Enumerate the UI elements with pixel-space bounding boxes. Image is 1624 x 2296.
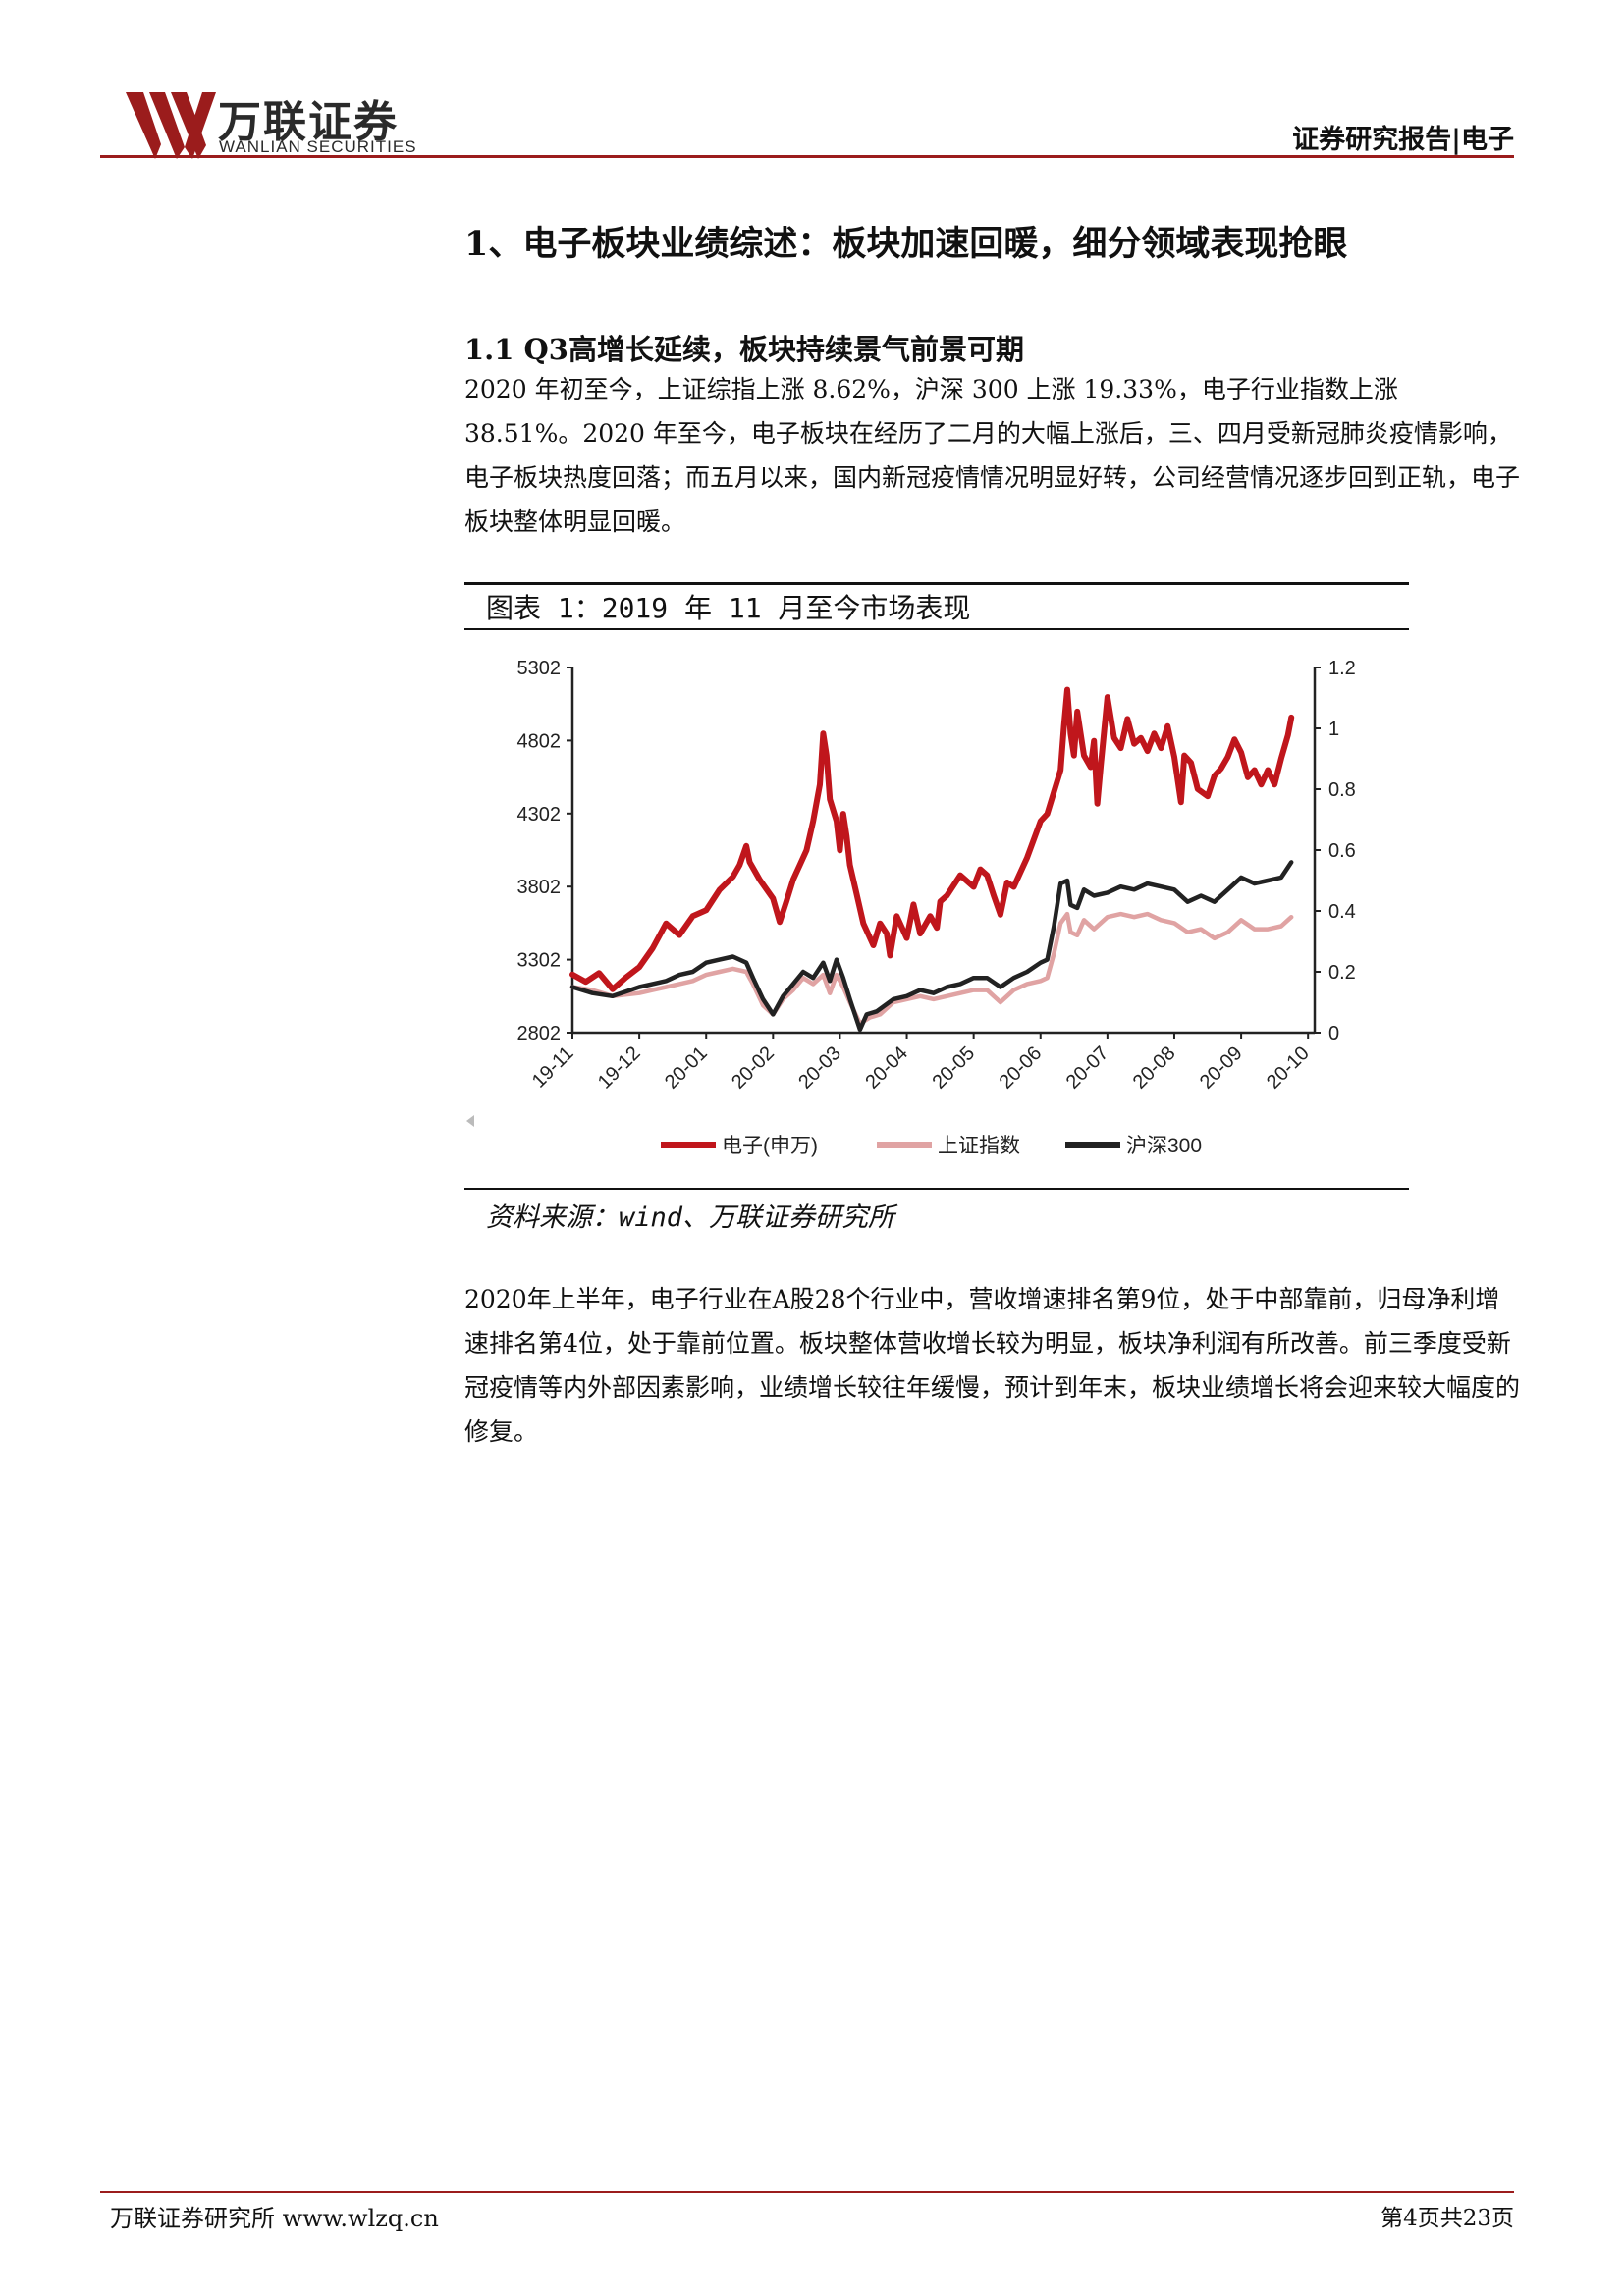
- legend-label: 上证指数: [938, 1135, 1020, 1157]
- y-left-tick-label: 3302: [517, 950, 562, 972]
- header-divider: [100, 155, 1514, 158]
- y-left-tick-label: 2802: [517, 1023, 562, 1044]
- x-tick-label: 20-10: [1263, 1042, 1314, 1094]
- series-line-2: [569, 860, 1294, 1033]
- figure-top-rule: [464, 582, 1409, 585]
- x-tick-label: 19-12: [594, 1042, 645, 1094]
- x-tick-label: 20-01: [661, 1042, 712, 1094]
- series-line-1: [569, 911, 1294, 1026]
- x-tick-label: 20-07: [1062, 1042, 1113, 1094]
- legend-label: 沪深300: [1126, 1135, 1202, 1157]
- y-right-tick-label: 0.2: [1328, 962, 1356, 984]
- y-left-tick-label: 4302: [517, 804, 562, 826]
- y-right-tick-label: 1.2: [1328, 658, 1356, 679]
- subsection-heading: 1.1 Q3高增长延续，板块持续景气前景可期: [464, 333, 1024, 366]
- x-tick-label: 20-08: [1129, 1042, 1180, 1094]
- brand-name-en: WANLIAN SECURITIES: [219, 137, 417, 156]
- y-left-tick-label: 5302: [517, 658, 562, 679]
- footer-divider: [100, 2191, 1514, 2193]
- x-tick-label: 20-04: [861, 1042, 912, 1094]
- x-tick-label: 20-03: [794, 1042, 845, 1094]
- x-tick-label: 20-02: [728, 1042, 779, 1094]
- section-heading: 1、电子板块业绩综述：板块加速回暖，细分领域表现抢眼: [464, 224, 1348, 264]
- paragraph-2: 2020年上半年，电子行业在A股28个行业中，营收增速排名第9位，处于中部靠前，…: [464, 1285, 1521, 1446]
- y-left-tick-label: 4802: [517, 730, 562, 752]
- x-tick-label: 20-09: [1196, 1042, 1247, 1094]
- wanlian-logo: [126, 92, 216, 159]
- paragraph-1: 2020 年初至今，上证综指上涨 8.62%，沪深 300 上涨 19.33%，…: [464, 375, 1521, 536]
- x-tick-label: 20-06: [996, 1042, 1047, 1094]
- figure-bottom-rule: [464, 1188, 1409, 1190]
- y-right-tick-label: 0.6: [1328, 840, 1356, 862]
- figure-source: 资料来源：wind、万联证券研究所: [486, 1202, 895, 1233]
- report-type: 证券研究报告|电子: [1292, 125, 1514, 155]
- market-performance-chart: 2802 3302 3802 4302 4802 5302 0 0.2 0.4 0.6 0.8 1 1.…: [466, 658, 1356, 1157]
- x-tick-label: 20-05: [928, 1042, 979, 1094]
- figure-title-rule: [464, 628, 1409, 630]
- page-number: 第4页共23页: [1380, 2206, 1514, 2231]
- y-right-tick-label: 0: [1328, 1023, 1339, 1044]
- y-right-tick-label: 1: [1328, 719, 1339, 740]
- legend-label: 电子(申万): [722, 1135, 818, 1157]
- y-right-tick-label: 0.4: [1328, 901, 1356, 923]
- scroll-left-marker: [466, 1115, 474, 1127]
- brand-name-cn: 万联证券: [218, 97, 399, 147]
- x-tick-label: 19-11: [528, 1042, 578, 1093]
- series-line-0: [569, 686, 1295, 992]
- y-right-tick-label: 0.8: [1328, 779, 1356, 801]
- figure-title: 图表 1：2019 年 11 月至今市场表现: [486, 592, 971, 624]
- footer-institute: 万联证券研究所 www.wlzq.cn: [110, 2205, 439, 2232]
- y-left-tick-label: 3802: [517, 877, 562, 898]
